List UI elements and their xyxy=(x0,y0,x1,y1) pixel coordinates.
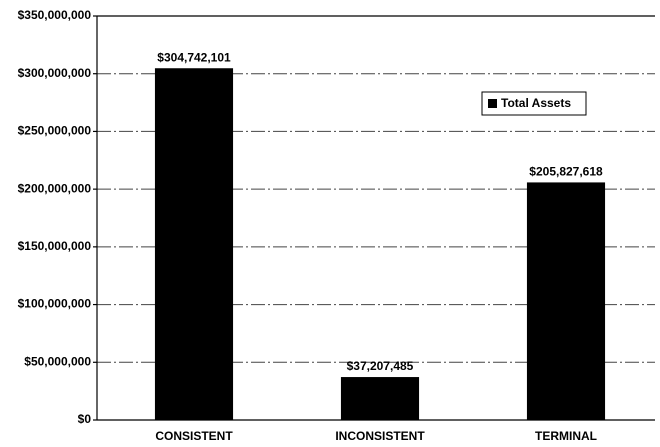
x-tick-label: INCONSISTENT xyxy=(335,429,425,443)
legend-swatch xyxy=(488,99,497,108)
bar xyxy=(526,182,606,420)
value-label: $37,207,485 xyxy=(347,359,414,373)
y-tick-label: $0 xyxy=(78,412,92,426)
y-tick-label: $300,000,000 xyxy=(18,66,92,80)
y-tick-label: $150,000,000 xyxy=(18,239,92,253)
x-tick-label: TERMINAL xyxy=(535,429,597,443)
x-tick-label: CONSISTENT xyxy=(155,429,233,443)
bar xyxy=(340,377,420,420)
legend-label: Total Assets xyxy=(501,96,571,110)
bar xyxy=(154,68,234,421)
value-label: $304,742,101 xyxy=(157,50,231,64)
value-label: $205,827,618 xyxy=(529,165,603,179)
y-tick-label: $100,000,000 xyxy=(18,297,92,311)
y-tick-label: $350,000,000 xyxy=(18,8,92,22)
y-tick-label: $50,000,000 xyxy=(24,354,91,368)
y-tick-label: $200,000,000 xyxy=(18,181,92,195)
y-tick-label: $250,000,000 xyxy=(18,124,92,138)
legend-box xyxy=(481,91,587,116)
